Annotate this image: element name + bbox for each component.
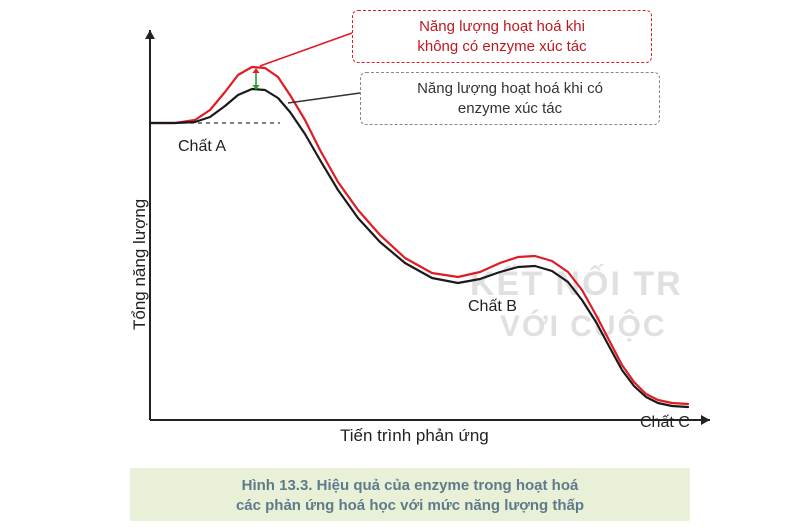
y-axis-label: Tổng năng lượng (130, 199, 150, 330)
with-enzyme-callout-l2: enzyme xúc tác (458, 100, 562, 117)
with-enzyme-callout-l1: Năng lượng hoạt hoá khi có (417, 80, 603, 97)
chart-area: KẾT NỐI TR VỚI CUỘC Năng lượng hoạt hoá … (60, 10, 740, 450)
label-chat-b: Chất B (468, 298, 517, 316)
caption-line2: các phản ứng hoá học với mức năng lượng … (236, 497, 584, 514)
x-axis-label: Tiến trình phản ứng (340, 426, 489, 446)
caption-line1: Hình 13.3. Hiệu quả của enzyme trong hoạ… (242, 477, 579, 494)
no-enzyme-callout-l2: không có enzyme xúc tác (417, 38, 586, 55)
label-chat-c: Chất C (640, 414, 690, 432)
no-enzyme-callout-l1: Năng lượng hoạt hoá khi (419, 18, 585, 35)
label-chat-a: Chất A (178, 138, 226, 156)
no-enzyme-callout: Năng lượng hoạt hoá khi không có enzyme … (352, 10, 652, 63)
figure-caption: Hình 13.3. Hiệu quả của enzyme trong hoạ… (130, 468, 690, 521)
with-enzyme-callout: Năng lượng hoạt hoá khi có enzyme xúc tá… (360, 72, 660, 125)
